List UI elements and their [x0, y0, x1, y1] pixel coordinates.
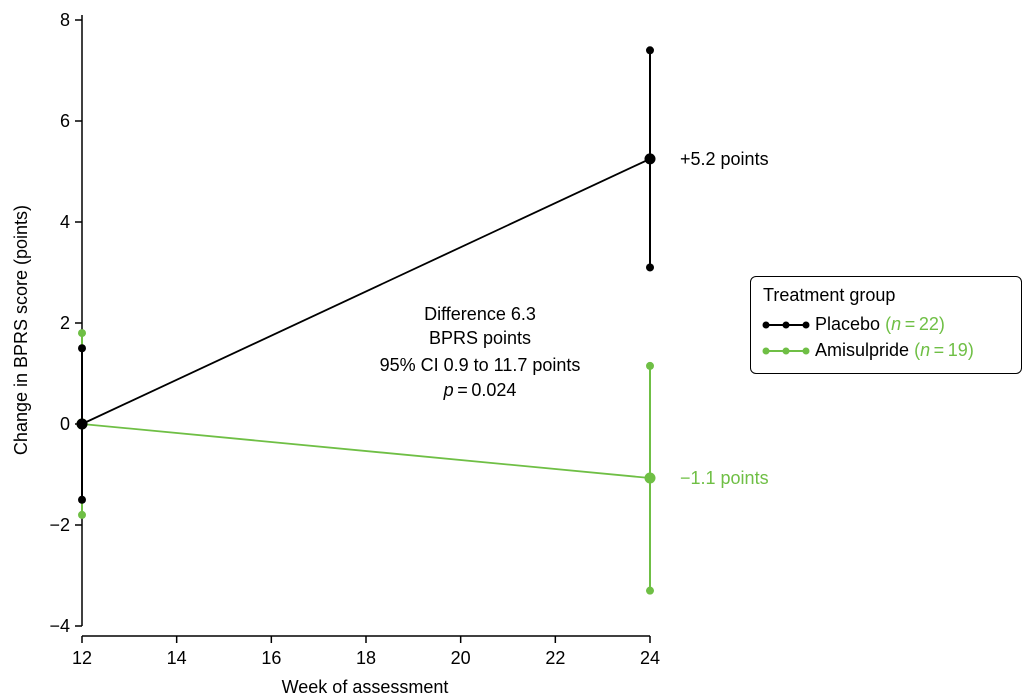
data-point-placebo [644, 153, 656, 165]
x-tick-label: 22 [545, 648, 565, 668]
x-tick-label: 12 [72, 648, 92, 668]
legend-n-amisulpride: (n = 19) [914, 340, 974, 360]
legend-item-amisulpride: Amisulpride (n = 19) [761, 340, 974, 362]
series-line-placebo [81, 158, 651, 425]
y-axis-title: Change in BPRS score (points) [11, 205, 31, 455]
series-placebo: +5.2 points [76, 46, 769, 504]
annotation-line-2: BPRS points [429, 328, 531, 348]
x-axis-title: Week of assessment [282, 677, 449, 697]
end-label-placebo: +5.2 points [680, 149, 769, 169]
end-label-amisulpride: −1.1 points [680, 468, 769, 488]
x-tick-label: 20 [451, 648, 471, 668]
legend-label-placebo: Placebo [815, 314, 881, 334]
y-tick-label: −2 [49, 515, 70, 535]
y-tick-label: 6 [60, 111, 70, 131]
ci-lower-point-placebo [646, 263, 654, 272]
x-tick-label: 18 [356, 648, 376, 668]
ci-lower-point-amisulpride [646, 586, 654, 595]
annotation-line-3: 95% CI 0.9 to 11.7 points [380, 355, 581, 375]
legend-title: Treatment group [763, 285, 896, 305]
ci-upper-point-placebo [78, 344, 86, 353]
legend-marker-placebo [762, 321, 810, 329]
y-tick-label: 2 [60, 313, 70, 333]
ci-upper-point-placebo [646, 46, 654, 55]
ci-upper-point-amisulpride [78, 329, 86, 338]
data-point-amisulpride [644, 472, 656, 484]
legend: Treatment group Placebo (n = 22) Amisulp… [750, 276, 1022, 374]
x-tick-label: 14 [167, 648, 187, 668]
x-tick-label: 24 [640, 648, 660, 668]
legend-n-placebo: (n = 22) [885, 314, 945, 334]
y-tick-label: −4 [49, 616, 70, 636]
legend-item-placebo: Placebo (n = 22) [761, 314, 945, 336]
ci-lower-point-amisulpride [78, 510, 86, 519]
ci-lower-point-placebo [78, 495, 86, 504]
series-line-amisulpride [81, 423, 651, 479]
y-tick-label: 4 [60, 212, 70, 232]
x-tick-label: 16 [261, 648, 281, 668]
annotation-line-4: p = 0.024 [443, 380, 517, 400]
ci-upper-point-amisulpride [646, 361, 654, 370]
y-tick-label: 0 [60, 414, 70, 434]
y-tick-label: 8 [60, 10, 70, 30]
data-point-placebo [76, 418, 88, 430]
plot-area: −1.1 points +5.2 points [76, 46, 769, 595]
annotation-line-1: Difference 6.3 [424, 304, 536, 324]
legend-label-amisulpride: Amisulpride [815, 340, 910, 360]
legend-marker-amisulpride [762, 347, 810, 355]
